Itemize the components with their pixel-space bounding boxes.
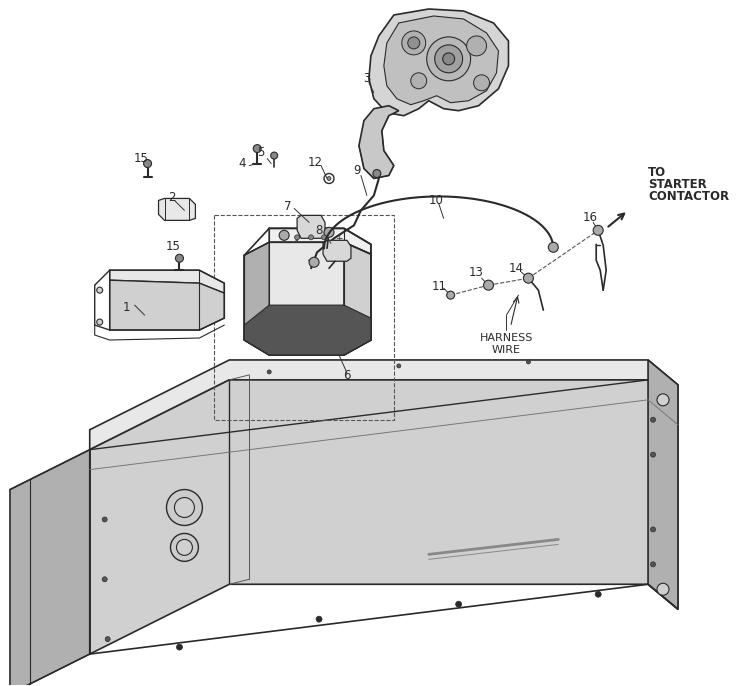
Circle shape (473, 75, 490, 91)
Circle shape (427, 37, 470, 81)
Polygon shape (90, 380, 678, 654)
Circle shape (322, 235, 326, 240)
Polygon shape (244, 305, 371, 355)
Circle shape (267, 370, 272, 374)
Polygon shape (369, 9, 508, 116)
Polygon shape (110, 270, 224, 293)
Polygon shape (90, 360, 678, 450)
Polygon shape (10, 450, 90, 686)
Circle shape (397, 364, 400, 368)
Circle shape (657, 583, 669, 595)
Polygon shape (323, 240, 351, 261)
Circle shape (308, 235, 314, 240)
Circle shape (650, 527, 656, 532)
Circle shape (650, 417, 656, 423)
Circle shape (102, 517, 107, 522)
Circle shape (105, 637, 110, 641)
Circle shape (526, 360, 530, 364)
Polygon shape (110, 280, 224, 330)
Text: 4: 4 (238, 157, 246, 170)
Text: 7: 7 (284, 200, 292, 213)
Circle shape (650, 562, 656, 567)
Text: WIRE: WIRE (492, 345, 521, 355)
Circle shape (295, 235, 299, 240)
Text: -: - (294, 235, 298, 246)
Text: 13: 13 (470, 265, 484, 279)
Circle shape (411, 73, 427, 88)
Text: 6: 6 (344, 369, 351, 382)
Text: CONTACTOR: CONTACTOR (648, 190, 729, 203)
Circle shape (650, 452, 656, 457)
Circle shape (327, 176, 331, 180)
Polygon shape (384, 16, 499, 105)
Circle shape (309, 257, 319, 268)
Circle shape (170, 534, 199, 561)
Text: 15: 15 (134, 152, 149, 165)
Polygon shape (269, 228, 371, 255)
Circle shape (593, 226, 603, 235)
Polygon shape (158, 198, 196, 220)
Circle shape (254, 145, 261, 152)
Text: 12: 12 (308, 156, 322, 169)
Text: 3: 3 (363, 72, 370, 85)
Circle shape (97, 319, 103, 325)
Text: 10: 10 (428, 194, 443, 207)
Text: +: + (335, 234, 343, 243)
Text: 11: 11 (431, 280, 446, 293)
Circle shape (176, 644, 182, 650)
Circle shape (176, 539, 193, 556)
Polygon shape (244, 242, 269, 355)
Circle shape (279, 230, 290, 240)
Circle shape (402, 31, 426, 55)
Circle shape (447, 291, 454, 299)
Text: 8: 8 (315, 224, 322, 237)
Text: 14: 14 (509, 262, 524, 274)
Text: 16: 16 (583, 211, 598, 224)
Text: TO: TO (648, 166, 666, 179)
Polygon shape (359, 106, 399, 178)
Text: 2: 2 (168, 191, 176, 204)
Text: 5: 5 (257, 146, 265, 159)
Polygon shape (297, 215, 325, 238)
Text: 1: 1 (123, 300, 130, 314)
Text: STARTER: STARTER (648, 178, 706, 191)
Circle shape (102, 577, 107, 582)
Circle shape (316, 616, 322, 622)
Text: eReplacementParts.com: eReplacementParts.com (293, 388, 454, 401)
Circle shape (408, 37, 420, 49)
Circle shape (484, 280, 494, 290)
Polygon shape (648, 360, 678, 609)
Polygon shape (344, 242, 371, 355)
Polygon shape (244, 242, 371, 355)
Circle shape (175, 497, 194, 517)
Circle shape (143, 160, 152, 167)
Circle shape (324, 227, 334, 237)
Text: HARNESS: HARNESS (480, 333, 533, 343)
Circle shape (596, 591, 602, 598)
Circle shape (456, 601, 461, 607)
Text: 15: 15 (166, 240, 181, 253)
Circle shape (435, 45, 463, 73)
Circle shape (176, 255, 184, 262)
Circle shape (166, 490, 202, 525)
Circle shape (373, 169, 381, 178)
Circle shape (442, 53, 454, 65)
Circle shape (466, 36, 487, 56)
Circle shape (548, 242, 558, 252)
Circle shape (271, 152, 278, 159)
Text: 9: 9 (353, 164, 361, 177)
Circle shape (97, 287, 103, 293)
Circle shape (657, 394, 669, 406)
Circle shape (524, 273, 533, 283)
